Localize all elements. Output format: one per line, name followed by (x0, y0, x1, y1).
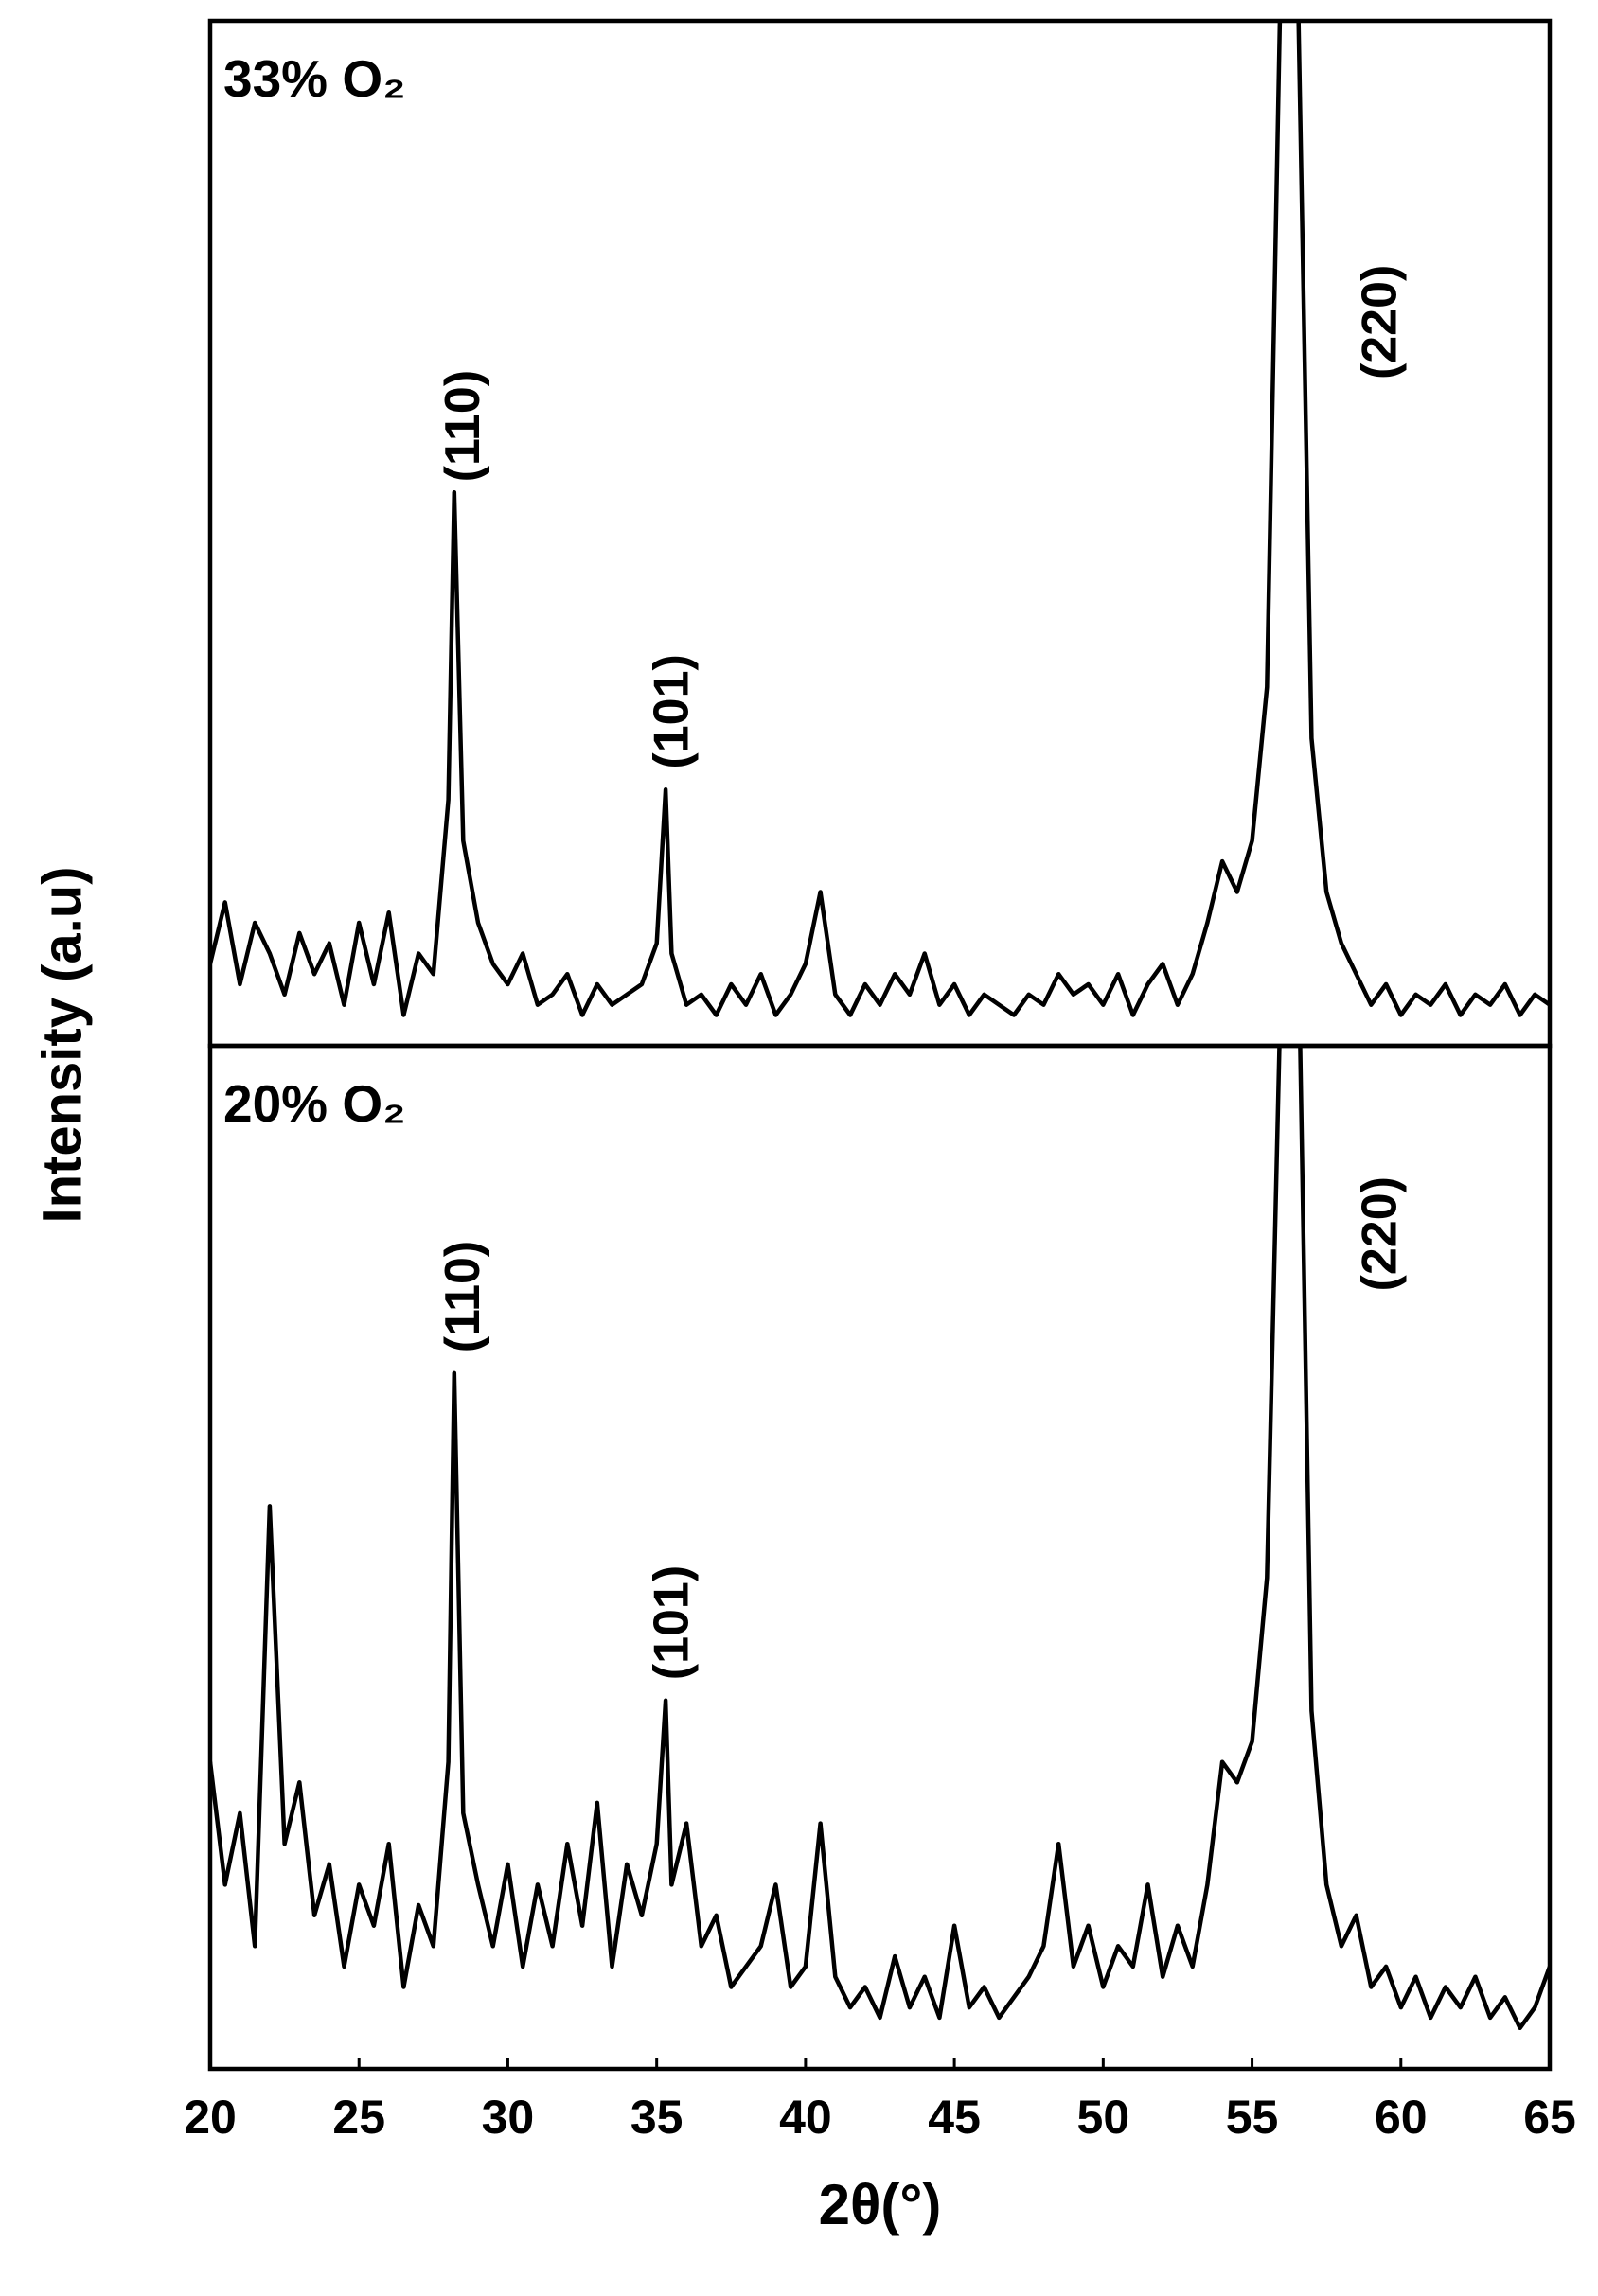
panel-frame (207, 1043, 1553, 2072)
peak-label: (101) (644, 1565, 699, 1680)
pattern-line (210, 1046, 1550, 2031)
x-axis-label: 2θ(°) (819, 2173, 942, 2236)
x-tick-label: 40 (779, 2091, 832, 2144)
y-axis-label: Intensity (a.u) (31, 866, 93, 1223)
pattern-line (210, 21, 1550, 1017)
panel-frame (207, 18, 1553, 1049)
panel-label: 33% O₂ (223, 49, 406, 108)
peak-label: (220) (1353, 265, 1408, 380)
peak-label: (101) (644, 654, 699, 768)
x-tick-label: 45 (928, 2091, 981, 2144)
panel-label: 20% O₂ (223, 1074, 406, 1133)
x-tick-label: 65 (1523, 2091, 1576, 2144)
peak-label: (220) (1353, 1176, 1408, 1291)
x-tick-label: 30 (482, 2091, 535, 2144)
x-tick-label: 20 (184, 2091, 237, 2144)
peak-label: (110) (435, 370, 490, 483)
peak-label: (110) (435, 1241, 490, 1353)
x-tick-label: 50 (1077, 2091, 1130, 2144)
x-tick-label: 60 (1375, 2091, 1428, 2144)
x-tick-label: 25 (332, 2091, 385, 2144)
x-tick-label: 35 (630, 2091, 684, 2144)
x-tick-label: 55 (1226, 2091, 1279, 2144)
